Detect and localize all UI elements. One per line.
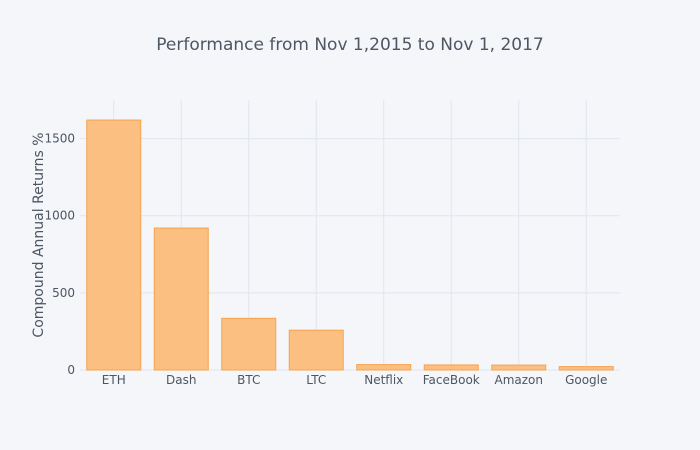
x-tick-label: FaceBook bbox=[423, 373, 480, 387]
x-tick-label: LTC bbox=[306, 373, 326, 387]
y-tick-label: 500 bbox=[52, 286, 75, 300]
bars bbox=[86, 119, 614, 371]
x-tick-label: Amazon bbox=[495, 373, 544, 387]
y-tick-label: 1000 bbox=[44, 209, 75, 223]
x-tick-label: ETH bbox=[102, 373, 126, 387]
bar-google[interactable] bbox=[558, 366, 614, 371]
y-axis-ticks: 0 500 1000 1500 bbox=[44, 132, 75, 377]
bar-facebook[interactable] bbox=[423, 364, 479, 371]
bar-ltc[interactable] bbox=[288, 329, 344, 371]
x-tick-label: Google bbox=[565, 373, 607, 387]
bar-eth[interactable] bbox=[86, 119, 142, 371]
x-tick-label: Dash bbox=[166, 373, 196, 387]
x-axis-ticks: ETH Dash BTC LTC Netflix FaceBook Amazon Google bbox=[102, 373, 608, 387]
bar-amazon[interactable] bbox=[491, 364, 547, 371]
y-tick-label: 0 bbox=[67, 363, 75, 377]
y-tick-label: 1500 bbox=[44, 132, 75, 146]
x-tick-label: BTC bbox=[237, 373, 260, 387]
chart-title: Performance from Nov 1,2015 to Nov 1, 20… bbox=[156, 35, 544, 55]
bar-dash[interactable] bbox=[153, 227, 209, 371]
y-axis-label: Compound Annual Returns % bbox=[31, 132, 47, 337]
bar-btc[interactable] bbox=[221, 317, 277, 371]
x-tick-label: Netflix bbox=[364, 373, 403, 387]
bar-netflix[interactable] bbox=[356, 364, 412, 371]
